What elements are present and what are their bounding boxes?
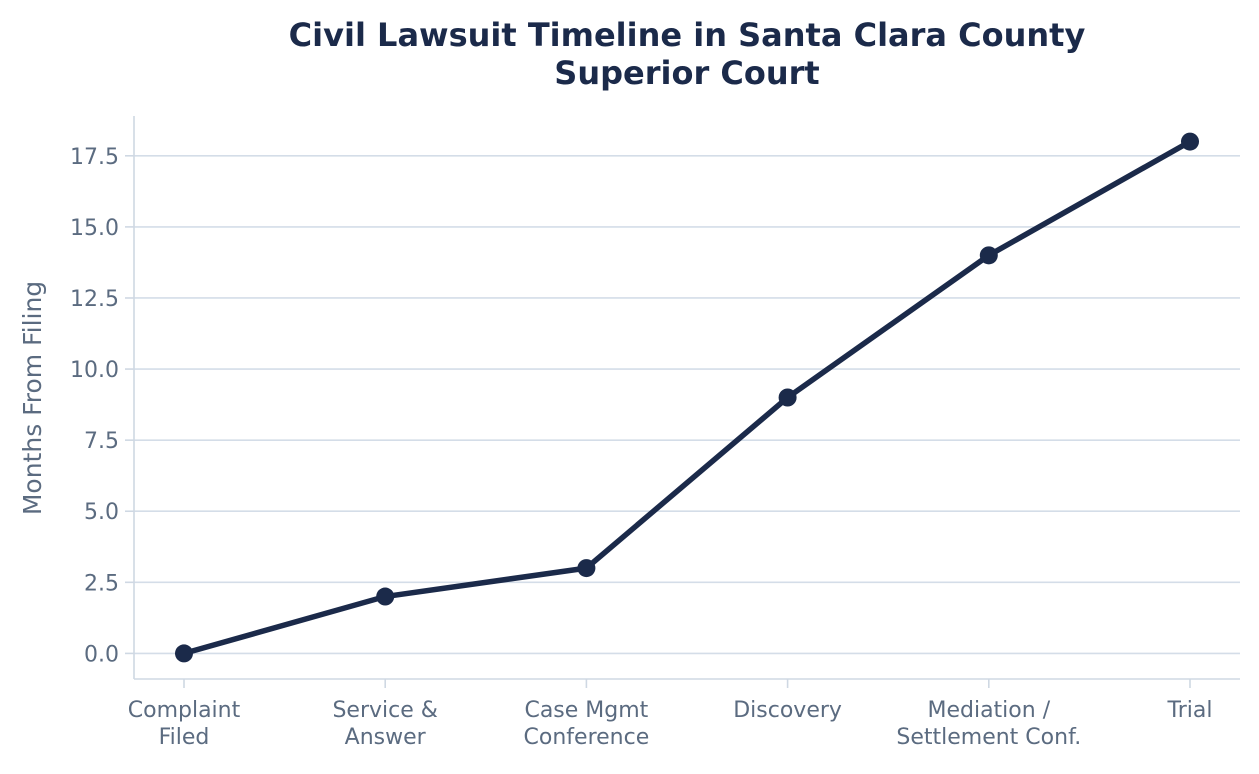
chart-title: Civil Lawsuit Timeline in Santa Clara Co…	[289, 16, 1086, 92]
x-tick-label: Trial	[1167, 698, 1213, 723]
y-tick-label: 5.0	[84, 500, 119, 525]
data-point	[577, 559, 596, 578]
data-point	[376, 587, 395, 606]
y-tick-label: 7.5	[84, 429, 119, 454]
grid-lines	[134, 155, 1240, 655]
data-point	[778, 388, 797, 407]
y-tick-label: 0.0	[84, 642, 119, 667]
x-tick-label: Service & Answer	[332, 698, 437, 750]
y-axis-ticks: 0.0 2.5 5.0 7.5 10.0 12.5 15.0 17.5	[70, 145, 134, 667]
axes	[133, 116, 1240, 680]
data-point	[175, 644, 193, 663]
x-tick-label: Discovery	[733, 698, 842, 723]
y-tick-label: 10.0	[70, 358, 119, 383]
series-months	[175, 132, 1199, 663]
series-line	[181, 138, 1193, 657]
y-tick-label: 15.0	[70, 216, 119, 241]
y-tick-label: 2.5	[84, 571, 119, 596]
chart-title-line-1: Civil Lawsuit Timeline in Santa Clara Co…	[289, 16, 1086, 54]
x-tick-label: Case Mgmt Conference	[524, 698, 650, 750]
x-axis-ticks: Complaint Filed Service & Answer Case Mgmt Co…	[128, 679, 1213, 750]
x-tick-label: Mediation / Settlement Conf.	[896, 698, 1081, 750]
data-point	[1181, 132, 1199, 151]
x-tick-label: Complaint Filed	[128, 698, 241, 750]
y-tick-label: 12.5	[70, 287, 119, 312]
data-point	[979, 246, 998, 265]
chart-title-line-2: Superior Court	[554, 54, 819, 92]
y-tick-label: 17.5	[70, 145, 119, 170]
y-axis-label: Months From Filing	[18, 281, 47, 515]
